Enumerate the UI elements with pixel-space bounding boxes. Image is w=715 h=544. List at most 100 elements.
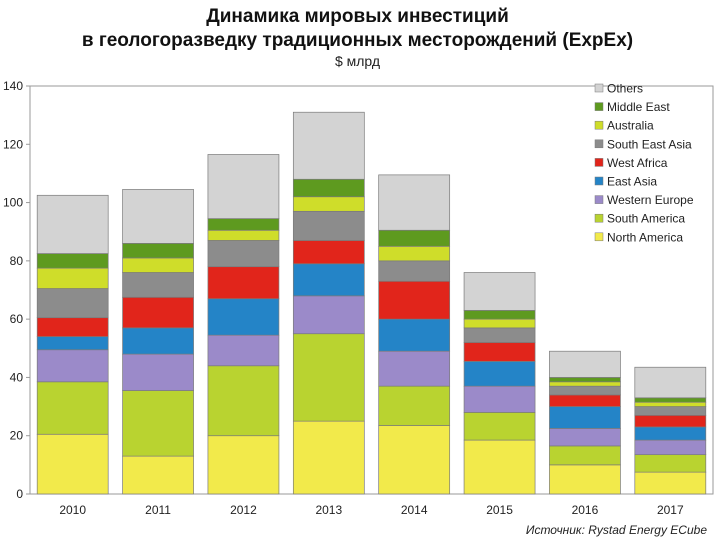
legend: Others Middle East Australia South East Asi…	[594, 82, 694, 244]
bar-segment-others-2013	[292, 111, 365, 180]
x-tick-label: 2012	[230, 503, 257, 517]
bar-segment-middle-east-2013	[292, 178, 365, 198]
bar-segment-north-america-2017	[634, 471, 707, 495]
bar-segment-north-america-2015	[463, 439, 536, 495]
legend-swatch-west-africa	[594, 158, 604, 167]
legend-swatch-south-east-asia	[594, 139, 604, 149]
y-tick-label: 80	[10, 254, 24, 268]
x-tick-label: 2017	[657, 503, 684, 517]
bar-segment-north-america-2012	[207, 435, 280, 495]
bar-segment-west-africa-2017	[634, 414, 707, 428]
bar-segment-south-america-2014	[378, 385, 451, 426]
legend-label-north-america: North America	[607, 230, 683, 244]
source-note: Источник: Rystad Energy ECube	[525, 523, 707, 537]
bar-segment-others-2010	[36, 194, 109, 254]
bar-segment-north-america-2016	[549, 464, 621, 495]
bar-segment-east-asia-2011	[122, 327, 194, 355]
legend-label-australia: Australia	[607, 119, 654, 133]
legend-swatch-australia	[594, 120, 604, 130]
bar-segment-western-europe-2011	[122, 353, 194, 391]
bar-segment-east-asia-2012	[207, 298, 280, 336]
legend-label-south-america: South America	[607, 212, 685, 226]
bar-segment-western-europe-2015	[463, 385, 536, 413]
bar-segment-australia-2014	[378, 245, 451, 262]
bar-segment-north-america-2011	[122, 455, 194, 495]
legend-label-south-east-asia: South East Asia	[607, 137, 692, 151]
bar-segment-south-america-2017	[634, 454, 707, 473]
bar-segment-others-2015	[463, 272, 536, 311]
legend-swatch-western-europe	[594, 195, 604, 204]
x-tick-label: 2011	[145, 503, 171, 517]
bar-segment-middle-east-2014	[378, 229, 451, 247]
bar-segment-middle-east-2015	[463, 310, 536, 320]
bar-segment-australia-2017	[634, 401, 707, 407]
bar-segment-east-asia-2017	[634, 426, 707, 441]
bar-segment-south-east-asia-2015	[463, 327, 536, 343]
chart-title-line-1: Динамика мировых инвестиций	[206, 6, 509, 27]
x-tick-label: 2014	[401, 503, 428, 517]
bar-segment-east-asia-2015	[463, 361, 536, 387]
bar-segment-western-europe-2013	[292, 295, 365, 335]
bar-segment-south-america-2016	[549, 445, 621, 466]
y-tick-label: 20	[10, 429, 24, 443]
plot-frame	[29, 85, 714, 495]
legend-swatch-north-america	[594, 232, 604, 242]
x-tick-label: 2015	[486, 503, 513, 517]
y-tick-label: 60	[10, 312, 24, 326]
bar-segment-middle-east-2011	[122, 243, 194, 259]
bar-segment-north-america-2013	[292, 420, 365, 495]
legend-label-west-africa: West Africa	[607, 156, 668, 170]
bar-segment-south-america-2011	[122, 390, 194, 457]
bar-segment-australia-2015	[463, 318, 536, 329]
bar-segment-middle-east-2012	[207, 218, 280, 231]
bar-segment-others-2014	[378, 174, 451, 231]
bar-segment-west-africa-2016	[549, 394, 621, 407]
bar-segment-south-america-2012	[207, 365, 280, 437]
bar-segment-south-east-asia-2014	[378, 260, 451, 282]
bar-segment-western-europe-2010	[36, 349, 109, 383]
bar-segment-west-africa-2011	[122, 296, 194, 329]
bar-segment-west-africa-2012	[207, 266, 280, 300]
plot-area: 0 20 40 60 80 100 120 140 2010 2011 2012 2013 2014 20…	[3, 79, 714, 517]
bar-segment-western-europe-2014	[378, 350, 451, 387]
bar-segment-middle-east-2010	[36, 253, 109, 269]
bar-segment-western-europe-2017	[634, 439, 707, 456]
bar-segment-east-asia-2013	[292, 263, 365, 297]
bar-segment-australia-2011	[122, 257, 194, 273]
bar-segment-middle-east-2017	[634, 397, 707, 403]
bar-segment-east-asia-2016	[549, 406, 621, 429]
y-tick-label: 40	[10, 370, 24, 384]
bar-segment-south-east-asia-2010	[36, 288, 109, 319]
chart-subtitle: $ млрд	[334, 53, 381, 69]
bar-segment-others-2011	[122, 189, 194, 244]
bar-segment-north-america-2010	[36, 433, 109, 495]
bar-segment-australia-2016	[549, 381, 621, 387]
bar-segment-australia-2012	[207, 229, 280, 241]
bar-segment-australia-2013	[292, 196, 365, 212]
bar-segment-east-asia-2014	[378, 318, 451, 352]
bar-segment-west-africa-2014	[378, 280, 451, 320]
y-tick-label: 0	[16, 487, 23, 501]
bar-segment-south-america-2013	[292, 333, 365, 422]
legend-label-others: Others	[607, 82, 643, 96]
legend-label-middle-east: Middle East	[607, 100, 670, 114]
y-tick-label: 120	[3, 137, 23, 151]
bar-segment-western-europe-2016	[549, 428, 621, 447]
y-tick-label: 100	[3, 196, 23, 210]
bar-segment-north-america-2014	[378, 425, 451, 495]
chart-title-line-2: в геологоразведку традиционных месторожд…	[81, 30, 634, 51]
bar-segment-western-europe-2012	[207, 334, 280, 367]
bar-segment-south-east-asia-2017	[634, 406, 707, 416]
legend-swatch-south-america	[594, 213, 604, 223]
bar-segment-others-2012	[207, 154, 280, 219]
bar-segment-west-africa-2010	[36, 317, 109, 337]
bar-segment-south-east-asia-2012	[207, 240, 280, 268]
legend-swatch-middle-east	[594, 102, 604, 111]
x-tick-label: 2013	[315, 503, 342, 517]
bar-segment-others-2017	[634, 366, 707, 399]
bars	[36, 111, 707, 495]
bar-segment-east-asia-2010	[36, 336, 109, 351]
bar-segment-south-america-2015	[463, 412, 536, 441]
bar-segment-south-east-asia-2016	[549, 385, 621, 396]
